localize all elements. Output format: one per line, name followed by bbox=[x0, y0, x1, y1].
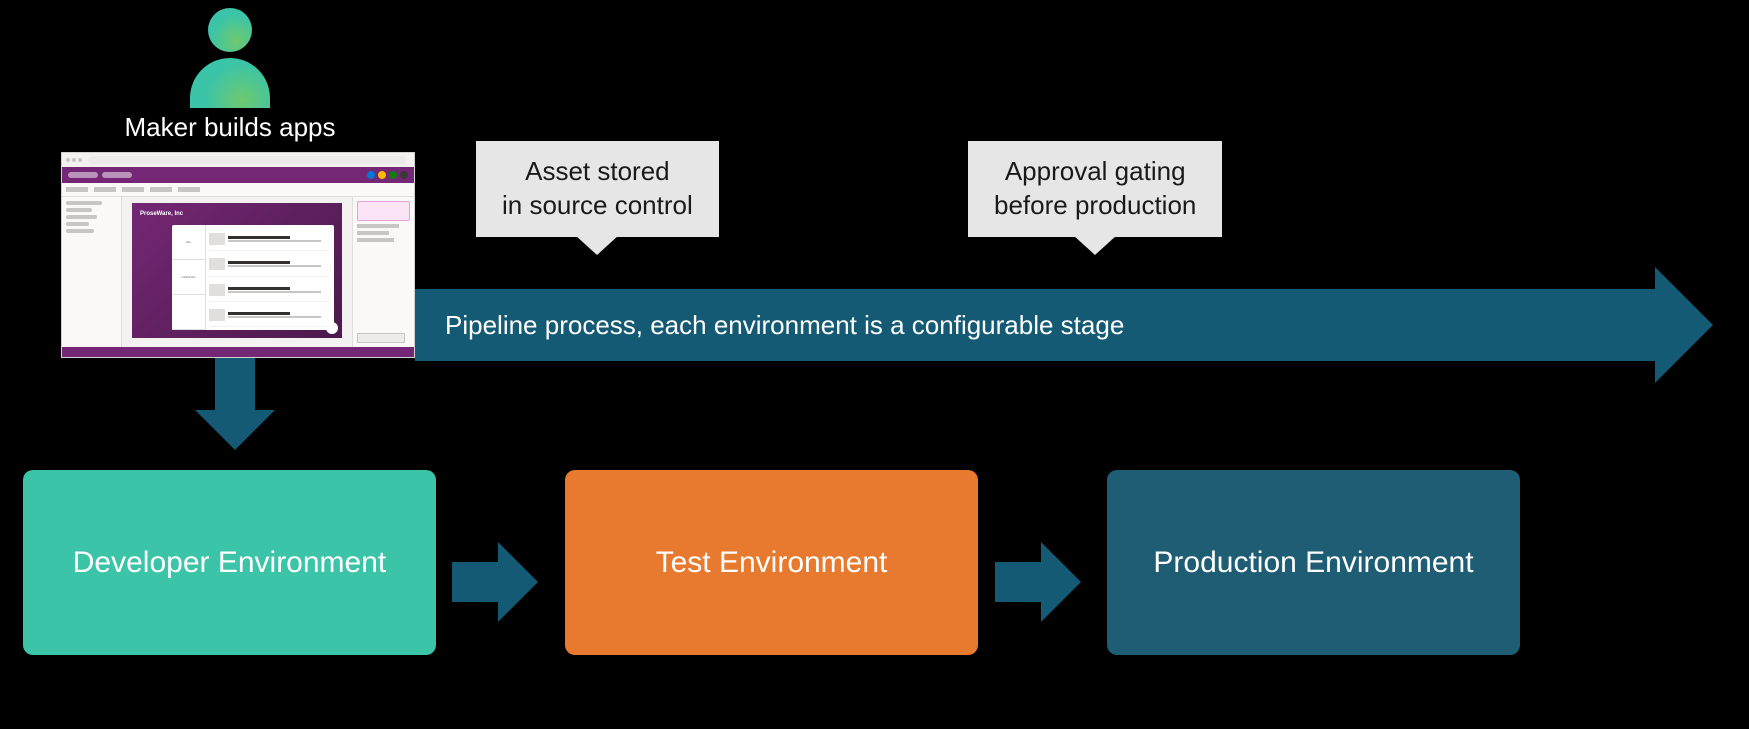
arrow-stem bbox=[995, 562, 1041, 602]
arrow-head-icon bbox=[195, 410, 275, 450]
callout-line: before production bbox=[994, 189, 1196, 223]
app-footer bbox=[62, 347, 414, 357]
maker-person-icon bbox=[190, 8, 270, 103]
app-screenshot-mock: ProseWare, Inc ALL CATALOG bbox=[61, 152, 415, 358]
nav-item: CATALOG bbox=[172, 260, 205, 295]
arrow-stem bbox=[452, 562, 498, 602]
callout-approval-gating: Approval gating before production bbox=[968, 141, 1222, 237]
callout-line: Approval gating bbox=[994, 155, 1196, 189]
arrow-test-to-prod bbox=[995, 542, 1081, 622]
nav-item: ALL bbox=[172, 225, 205, 260]
env-label: Test Environment bbox=[656, 546, 888, 580]
app-body: ProseWare, Inc ALL CATALOG bbox=[62, 197, 414, 347]
arrow-head-icon bbox=[1041, 542, 1081, 622]
env-label: Production Environment bbox=[1153, 546, 1473, 580]
person-body-icon bbox=[190, 58, 270, 108]
app-ribbon bbox=[62, 183, 414, 197]
pipeline-label: Pipeline process, each environment is a … bbox=[415, 289, 1655, 361]
callout-source-control: Asset stored in source control bbox=[476, 141, 719, 237]
arrow-head-icon bbox=[498, 542, 538, 622]
copilot-panel bbox=[352, 197, 414, 347]
browser-topbar bbox=[62, 153, 414, 167]
down-arrow bbox=[195, 358, 275, 450]
person-head-icon bbox=[208, 8, 252, 52]
callout-pointer-icon bbox=[1073, 235, 1117, 255]
fab-icon bbox=[326, 322, 338, 334]
arrow-stem bbox=[215, 358, 255, 410]
callout-pointer-icon bbox=[575, 235, 619, 255]
arrow-head-icon bbox=[1655, 267, 1713, 383]
diagram-container: Maker builds apps bbox=[0, 0, 1749, 729]
tree-panel bbox=[62, 197, 122, 347]
nav-item bbox=[172, 295, 205, 330]
pipeline-arrow: Pipeline process, each environment is a … bbox=[415, 289, 1713, 361]
env-label: Developer Environment bbox=[73, 546, 387, 580]
app-header bbox=[62, 167, 414, 183]
maker-label: Maker builds apps bbox=[100, 112, 360, 143]
canvas-app-title: ProseWare, Inc bbox=[140, 211, 334, 217]
env-production: Production Environment bbox=[1107, 470, 1520, 655]
callout-line: Asset stored bbox=[502, 155, 693, 189]
arrow-dev-to-test bbox=[452, 542, 538, 622]
env-test: Test Environment bbox=[565, 470, 978, 655]
env-developer: Developer Environment bbox=[23, 470, 436, 655]
callout-line: in source control bbox=[502, 189, 693, 223]
canvas-panel: ProseWare, Inc ALL CATALOG bbox=[122, 197, 352, 347]
